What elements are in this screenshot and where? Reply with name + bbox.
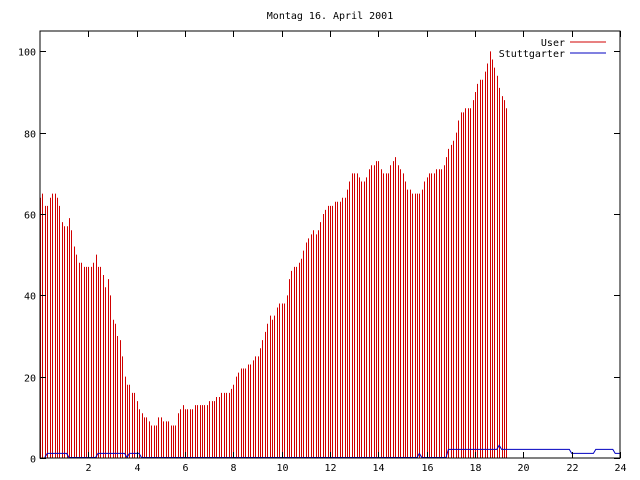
- x-tick-label: 22: [566, 463, 578, 474]
- x-tick-label: 8: [230, 463, 236, 474]
- x-tick-label: 16: [421, 463, 433, 474]
- x-tick-label: 12: [324, 463, 336, 474]
- y-tick-label: 100: [18, 48, 36, 59]
- x-tick-label: 2: [85, 463, 91, 474]
- x-tick-label: 10: [276, 463, 288, 474]
- chart-title: Montag 16. April 2001: [267, 11, 393, 22]
- x-tick-label: 14: [372, 463, 384, 474]
- x-tick-label: 18: [469, 463, 481, 474]
- legend-label-stuttgarter: Stuttgarter: [499, 49, 565, 60]
- x-tick-label: 6: [182, 463, 188, 474]
- legend: User Stuttgarter: [499, 38, 606, 60]
- line-stuttgarter: [44, 444, 620, 459]
- y-tick-label: 0: [30, 455, 36, 466]
- y-tick-label: 20: [24, 374, 36, 385]
- x-tick-label: 4: [134, 463, 140, 474]
- legend-label-user: User: [541, 38, 565, 49]
- y-tick-label: 60: [24, 211, 36, 222]
- x-tick-label: 20: [517, 463, 529, 474]
- y-tick-label: 40: [24, 292, 36, 303]
- x-tick-label: 24: [614, 463, 626, 474]
- y-tick-label: 80: [24, 130, 36, 141]
